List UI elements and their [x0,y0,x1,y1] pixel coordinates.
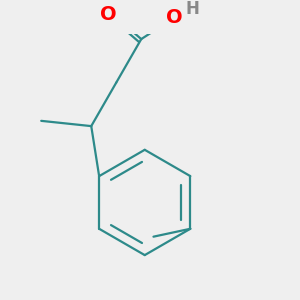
Text: O: O [100,5,117,24]
Text: O: O [166,8,183,27]
Text: H: H [185,0,200,18]
